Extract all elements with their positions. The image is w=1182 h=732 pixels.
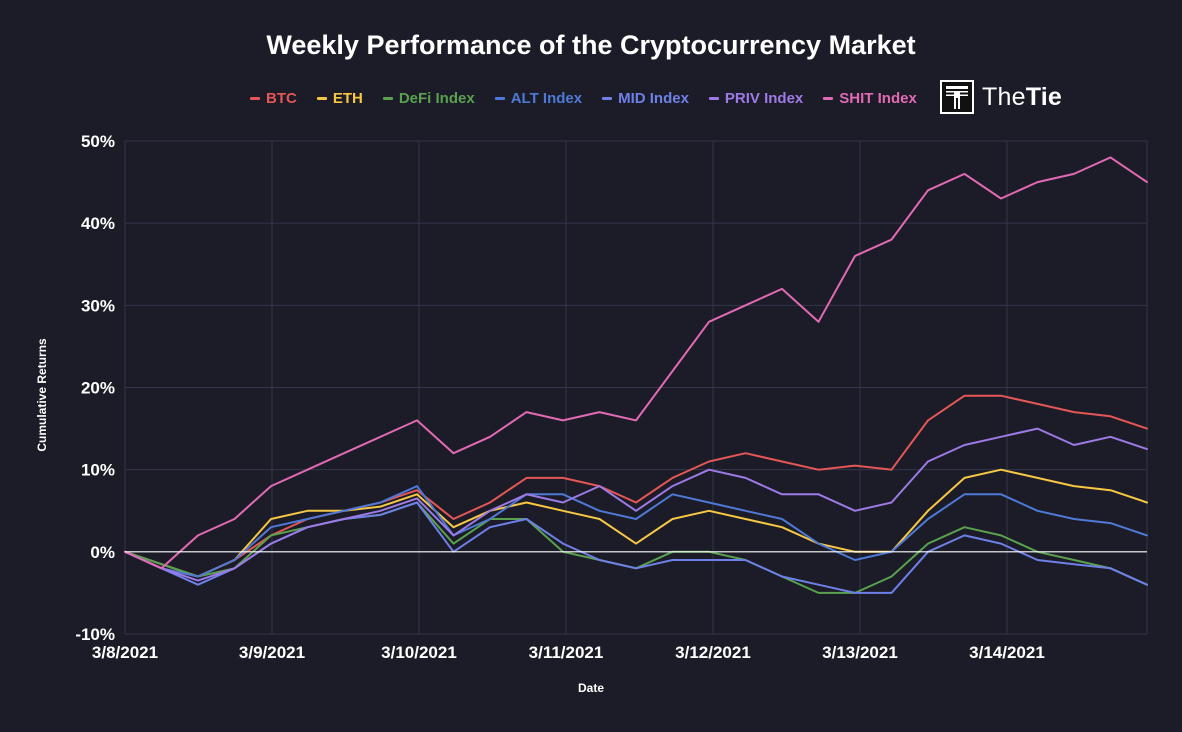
y-tick-label: 40% <box>81 214 115 233</box>
thetie-logo: TheTie <box>940 78 1062 116</box>
legend-swatch <box>494 96 505 100</box>
legend-item-alt-index[interactable]: ALT Index <box>494 89 583 107</box>
legend-item-shit-index[interactable]: SHIT Index <box>823 90 917 107</box>
x-tick-label: 3/12/2021 <box>675 643 751 662</box>
legend-swatch <box>708 96 719 100</box>
legend-label: PRIV Index <box>724 89 804 107</box>
legend-label: ALT Index <box>510 89 583 107</box>
legend-swatch <box>823 96 834 100</box>
legend-label: ETH <box>332 89 363 107</box>
series-line-eth <box>124 468 1148 578</box>
legend-swatch <box>382 96 393 100</box>
y-tick-label: 30% <box>81 296 115 315</box>
x-tick-label: 3/11/2021 <box>529 643 604 662</box>
y-tick-label: 0% <box>90 543 115 562</box>
series-line-btc <box>124 394 1148 578</box>
legend-item-defi-index[interactable]: DeFi Index <box>382 89 475 107</box>
x-tick-label: 3/14/2021 <box>969 643 1045 662</box>
thetie-logo-text: TheTie <box>982 82 1062 111</box>
thetie-logo-icon <box>940 80 974 114</box>
legend-label: SHIT Index <box>839 89 917 107</box>
legend-item-eth[interactable]: ETH <box>316 89 363 107</box>
legend-swatch <box>602 96 613 100</box>
x-tick-label: 3/13/2021 <box>822 643 898 662</box>
legend-item-btc[interactable]: BTC <box>250 90 297 107</box>
legend-label: BTC <box>266 89 297 107</box>
y-tick-label: 50% <box>81 132 115 151</box>
legend-item-mid-index[interactable]: MID Index <box>602 90 689 107</box>
legend-item-priv-index[interactable]: PRIV Index <box>708 89 804 107</box>
x-axis-label: Date <box>577 681 604 695</box>
y-tick-label: 20% <box>81 379 115 398</box>
series-line-shit-index <box>124 156 1148 570</box>
y-tick-label: 10% <box>81 461 115 480</box>
y-axis-label: Cumulative Returns <box>35 338 49 452</box>
chart-title: Weekly Performance of the Cryptocurrency… <box>266 30 916 60</box>
legend-label: MID Index <box>618 89 689 107</box>
x-tick-label: 3/9/2021 <box>239 643 305 662</box>
x-tick-label: 3/8/2021 <box>92 643 158 662</box>
series-line-priv-index <box>124 427 1148 582</box>
legend-label: DeFi Index <box>398 89 475 107</box>
x-tick-label: 3/10/2021 <box>381 643 457 662</box>
series-line-alt-index <box>124 485 1148 578</box>
legend-swatch <box>316 96 327 100</box>
legend-swatch <box>250 96 260 100</box>
y-tick-label: -10% <box>75 625 115 644</box>
chart-legend: BTC ETH DeFi Index ALT Index MID Index PRIV I… <box>250 88 917 108</box>
